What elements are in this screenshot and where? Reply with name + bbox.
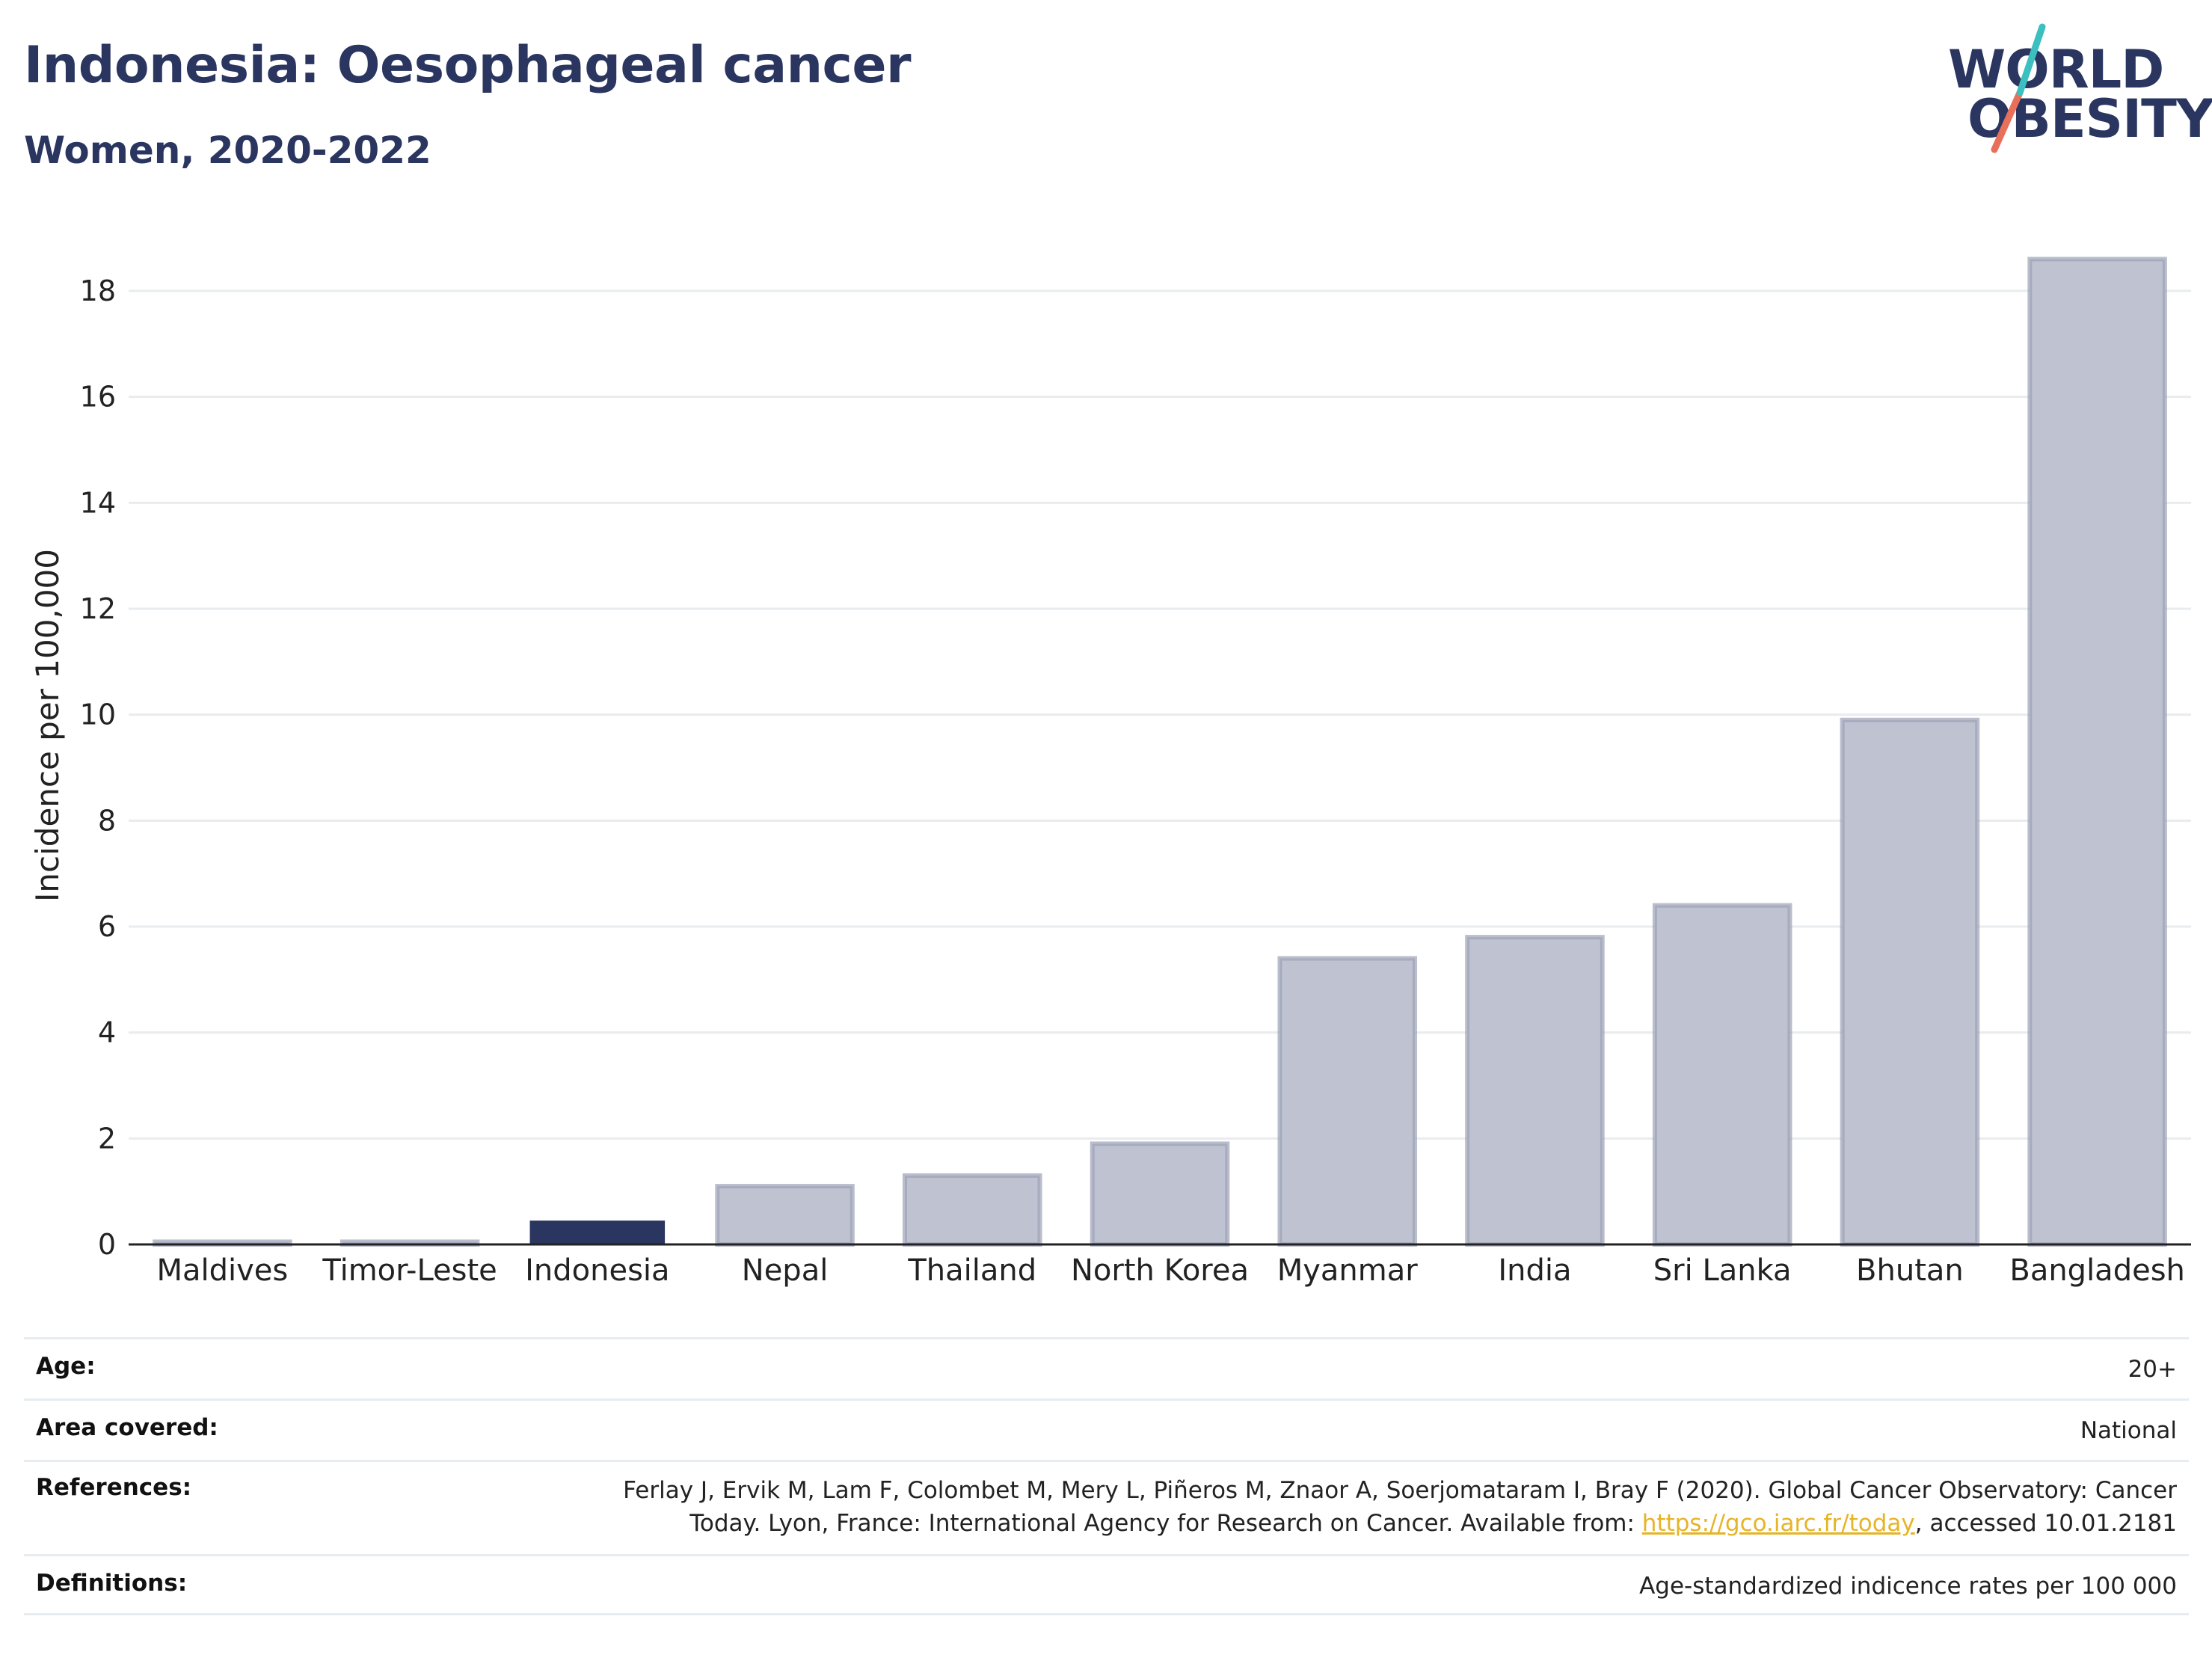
bars [153,257,2167,1247]
y-axis-title: Incidence per 100,000 [29,549,66,902]
x-category-label: Indonesia [525,1253,669,1288]
x-category-label: Timor-Leste [322,1253,497,1288]
bar-nepal [715,1184,855,1247]
y-tick-label: 10 [80,698,116,731]
x-category-label: North Korea [1071,1253,1249,1288]
definitions-label: Definitions: [36,1570,188,1597]
y-tick-label: 14 [80,486,116,519]
y-tick-label: 16 [80,381,116,414]
references-value: Ferlay J, Ervik M, Lam F, Colombet M, Me… [623,1474,2177,1540]
bar-indonesia [529,1220,666,1244]
y-tick-label: 2 [98,1122,116,1155]
bar-myanmar [1277,956,1417,1247]
area-value: National [2080,1417,2177,1444]
references-label: References: [36,1474,192,1501]
bar-chart: 0 2 4 6 8 10 12 14 16 18 Maldives Timor-Leste Indon… [29,257,2191,1288]
age-label: Age: [36,1353,96,1380]
x-category-label: Thailand [907,1253,1036,1288]
bar-bhutan [1840,717,1980,1247]
y-tick-label: 8 [98,804,116,837]
y-tick-label: 0 [98,1228,116,1261]
y-tick-label: 6 [98,910,116,943]
x-category-label: Sri Lanka [1653,1253,1792,1288]
bar-sri-lanka [1652,903,1792,1247]
y-tick-labels: 0 2 4 6 8 10 12 14 16 18 [80,274,116,1261]
chart-title: Indonesia: Oesophageal cancer [24,36,912,95]
logo-text-world: WORLD [1948,39,2164,100]
info-row-age: Age: 20+ [24,1337,2189,1398]
chart-subtitle: Women, 2020-2022 [24,129,431,172]
y-tick-label: 12 [80,592,116,625]
bar-north-korea [1090,1141,1230,1247]
area-label: Area covered: [36,1414,218,1441]
x-category-label: Maldives [156,1253,288,1288]
x-category-label: Nepal [742,1253,829,1288]
x-category-label: Bhutan [1856,1253,1964,1288]
world-obesity-logo: WORLD OBESITY [1948,21,2212,171]
x-category-label: Myanmar [1277,1253,1419,1288]
x-category-labels: Maldives Timor-Leste Indonesia Nepal Thailan… [156,1253,2184,1288]
y-tick-label: 4 [98,1016,116,1049]
definitions-value: Age-standardized indicence rates per 100… [1639,1573,2177,1600]
references-link[interactable]: https://gco.iarc.fr/today [1641,1510,1915,1537]
logo-slash-icon [1991,23,2046,153]
references-line-1: Ferlay J, Ervik M, Lam F, Colombet M, Me… [623,1477,2177,1504]
references-line-2-post: , accessed 10.01.2181 [1914,1510,2177,1537]
bar-thailand [903,1173,1042,1247]
info-row-area: Area covered: National [24,1398,2189,1460]
x-category-label: Bangladesh [2009,1253,2185,1288]
info-row-references: References: Ferlay J, Ervik M, Lam F, Co… [24,1460,2189,1554]
y-tick-label: 18 [80,274,116,307]
bar-bangladesh [2027,257,2167,1247]
info-table: Age: 20+ Area covered: National Referenc… [24,1337,2189,1615]
bar-india [1465,935,1605,1247]
references-line-2-pre: Today. Lyon, France: International Agenc… [689,1510,1642,1537]
age-value: 20+ [2127,1356,2177,1383]
info-row-definitions: Definitions: Age-standardized indicence … [24,1554,2189,1615]
x-category-label: India [1498,1253,1571,1288]
